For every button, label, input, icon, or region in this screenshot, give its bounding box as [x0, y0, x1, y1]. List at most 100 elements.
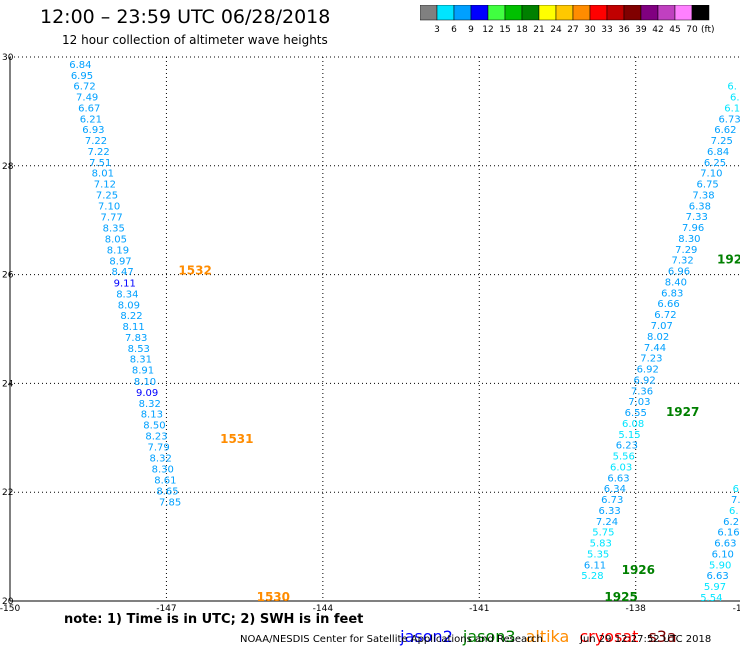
data-point-label: 7.32 — [672, 256, 694, 267]
colorbar-label: 36 — [618, 25, 630, 35]
data-point-label: 6.11 — [584, 560, 606, 571]
data-point-label: 7.12 — [94, 180, 116, 191]
pass-id-label: 1530 — [257, 590, 290, 604]
data-point-label: 6.16 — [717, 528, 739, 539]
colorbar-label: 6 — [451, 25, 457, 35]
colorbar-label: 39 — [635, 25, 647, 35]
data-point-label: 8.53 — [128, 344, 150, 355]
data-point-label: 7.23 — [640, 354, 662, 365]
chart-title: 12:00 – 23:59 UTC 06/28/2018 — [40, 6, 331, 28]
data-point-label: 8.13 — [141, 410, 163, 421]
x-tick-label: -150 — [0, 604, 20, 614]
colorbar-unit: (ft) — [701, 25, 715, 35]
data-point-label: 6.92 — [637, 365, 659, 376]
y-tick-label: 20 — [2, 597, 14, 607]
data-point-label: 8.19 — [107, 245, 129, 256]
data-point-label: 7.10 — [98, 201, 120, 212]
pass-id-label: 1531 — [220, 432, 253, 446]
data-point-label: 7.51 — [89, 158, 111, 169]
data-point-label: 6.75 — [697, 180, 719, 191]
colorbar-label: 18 — [516, 25, 528, 35]
pass-id-label: 1925 — [604, 590, 637, 604]
data-point-label: 8.30 — [152, 465, 174, 476]
data-point-label: 5.90 — [709, 560, 731, 571]
color-scale-legend: 3 6 9 12 15 18 21 24 27 30 33 36 39 42 45 70 (ft) — [420, 5, 715, 35]
data-point-label: 6.84 — [707, 147, 729, 158]
data-point-label: 6. — [729, 506, 739, 517]
y-tick-label: 22 — [2, 488, 13, 498]
legend-cryosat: cryosat — [579, 627, 639, 646]
data-point-label: 6.55 — [625, 408, 647, 419]
data-point-label: 6.96 — [668, 267, 690, 278]
legend-altika: altika — [525, 627, 570, 646]
data-point-label: 9.09 — [136, 388, 158, 399]
data-point-label: 6.84 — [69, 60, 91, 71]
data-point-label: 6.83 — [661, 288, 683, 299]
data-point-label: 8.35 — [103, 224, 125, 235]
data-point-label: 8.91 — [132, 366, 154, 377]
data-point-label: 8.65 — [156, 486, 178, 497]
data-point-label: 6.62 — [714, 125, 736, 136]
data-point-label: 6.2 — [723, 517, 739, 528]
data-point-label: 6.10 — [712, 549, 734, 560]
x-tick-label: -138 — [625, 604, 646, 614]
data-point-label: 7.79 — [147, 442, 169, 453]
y-tick-label: 26 — [2, 271, 14, 281]
data-point-label: 7.33 — [686, 212, 708, 223]
data-point-label: 6.38 — [689, 201, 711, 212]
data-point-label: 6. — [727, 82, 737, 93]
data-point-label: 6.23 — [616, 441, 638, 452]
data-point-label: 5.75 — [592, 528, 614, 539]
data-point-label: 6.33 — [599, 506, 621, 517]
data-point-label: 5.97 — [704, 582, 726, 593]
pass-id-label: 1928 — [717, 253, 740, 267]
colorbar-label: 24 — [550, 25, 562, 35]
y-tick-label: 24 — [2, 379, 14, 389]
data-point-label: 7.25 — [711, 136, 733, 147]
data-point-label: 6.63 — [714, 539, 736, 550]
x-tick-label: -144 — [313, 604, 334, 614]
data-point-label: 6.25 — [704, 158, 726, 169]
colorbar-label: 21 — [533, 25, 544, 35]
data-point-label: 8.61 — [154, 475, 176, 486]
data-point-label: 7.10 — [700, 169, 722, 180]
data-point-label: 7.03 — [628, 397, 650, 408]
colorbar-label: 27 — [567, 25, 578, 35]
data-point-label: 8.10 — [134, 377, 156, 388]
data-point-label: 7.77 — [101, 213, 123, 224]
data-point-label: 5.28 — [581, 571, 603, 582]
colorbar-label: 30 — [584, 25, 596, 35]
data-point-label: 5.56 — [613, 452, 635, 463]
data-point-label: 6.34 — [604, 484, 626, 495]
colorbar-label: 3 — [434, 25, 440, 35]
generation-timestamp: Jun 29 12:27:52 UTC 2018 — [580, 634, 712, 645]
x-tick-label: -13 — [733, 604, 740, 614]
wave-height-plot: 202224262830-150-147-144-141-138-136.846… — [0, 53, 740, 614]
y-tick-label: 28 — [2, 162, 14, 172]
y-tick-label: 30 — [2, 53, 14, 63]
data-point-label: 6.92 — [633, 375, 655, 386]
data-point-label: 8.30 — [678, 234, 700, 245]
colorbar-label: 33 — [601, 25, 612, 35]
data-point-label: 8.01 — [92, 169, 114, 180]
colorbar-swatch — [691, 5, 710, 21]
pass-id-label: 1926 — [622, 563, 655, 577]
data-point-label: 5.83 — [590, 539, 612, 550]
colorbar-label: 42 — [652, 25, 663, 35]
data-point-label: 9.11 — [114, 279, 136, 290]
pass-id-label: 1532 — [178, 264, 211, 278]
note-text: note: 1) Time is in UTC; 2) SWH is in fe… — [64, 612, 364, 627]
footer-credit: NOAA/NESDIS Center for Satellite Applica… — [240, 634, 543, 645]
data-point-label: 7.38 — [692, 190, 714, 201]
data-point-label: 8.11 — [122, 322, 144, 333]
data-point-label: 7.96 — [682, 223, 704, 234]
pass-id-label: 1927 — [666, 405, 699, 419]
data-point-label: 6.63 — [706, 571, 728, 582]
data-point-label: 7.85 — [159, 497, 181, 508]
data-point-label: 6. — [730, 93, 740, 104]
data-point-label: 6.73 — [601, 495, 623, 506]
data-point-label: 8.40 — [665, 277, 687, 288]
data-point-label: 6.73 — [718, 114, 740, 125]
data-point-label: 7.22 — [85, 136, 107, 147]
data-point-label: 7.83 — [125, 333, 147, 344]
